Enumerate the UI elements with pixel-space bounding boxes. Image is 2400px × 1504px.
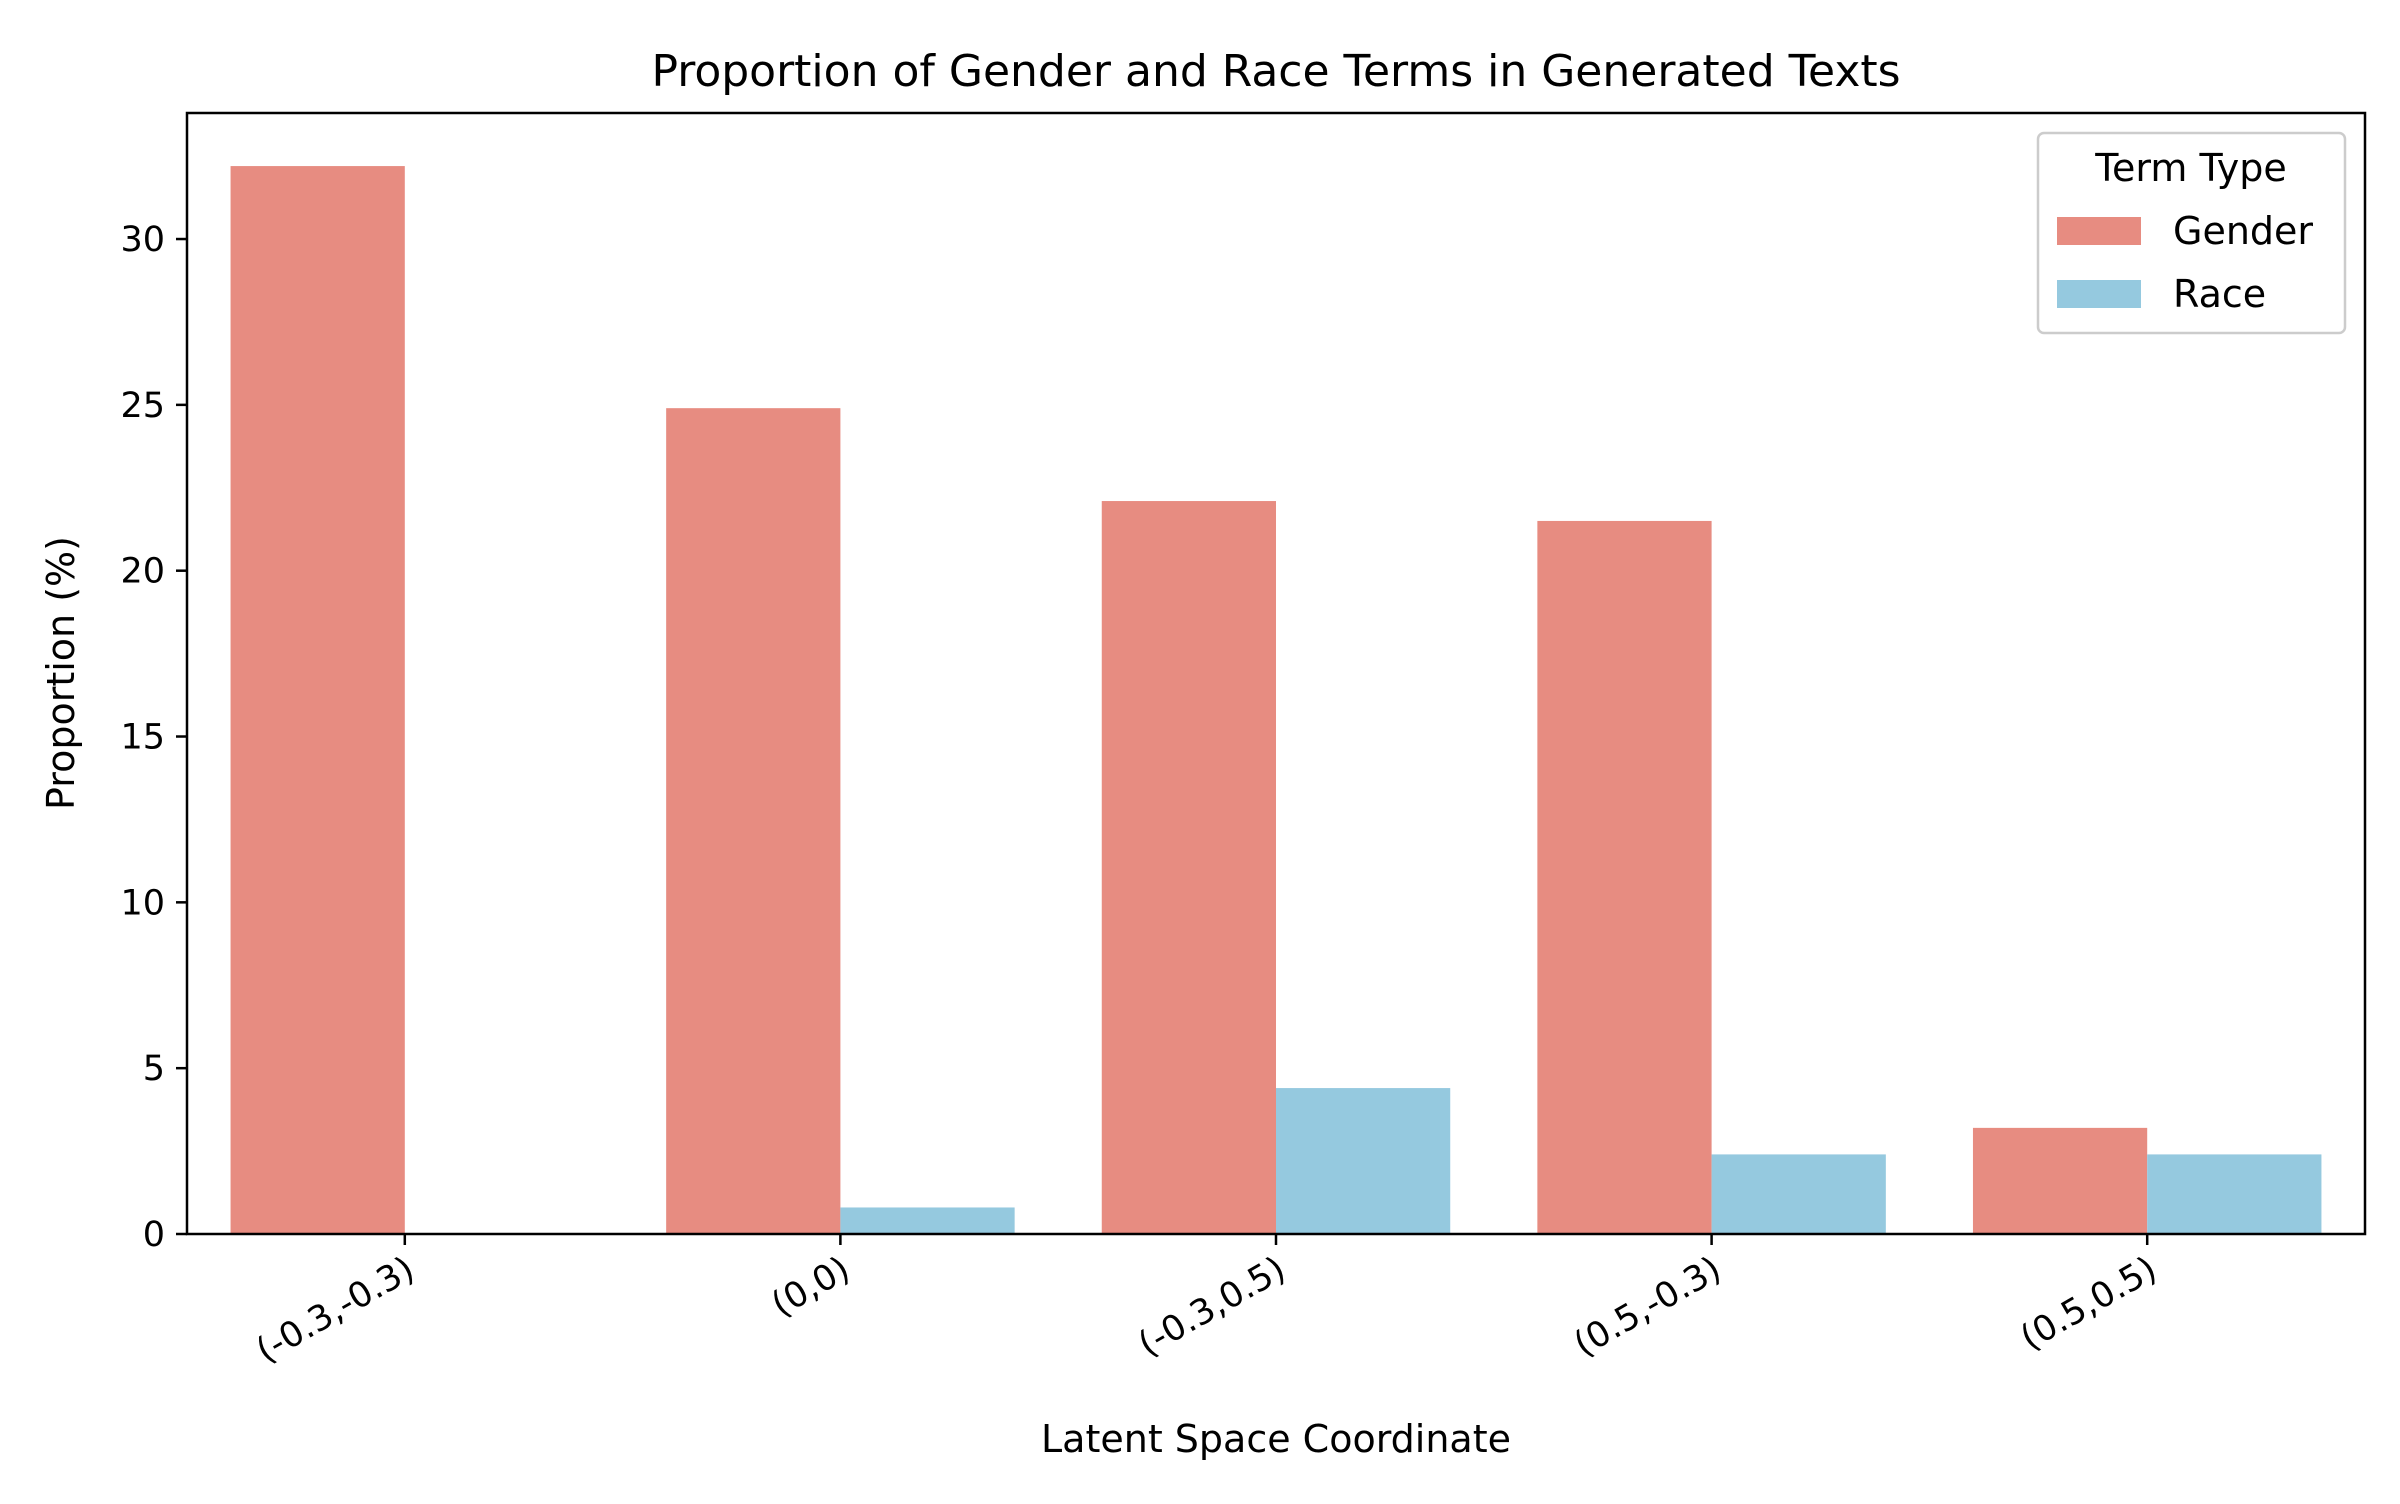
y-tick-label-3: 15 xyxy=(120,718,165,758)
y-axis-label: Proportion (%) xyxy=(39,536,83,810)
x-tick-label-0: (-0.3,-0.3) xyxy=(250,1249,422,1371)
bar-gender-3 xyxy=(1537,520,1712,1234)
legend: Term Type Gender Race xyxy=(2036,131,2347,335)
y-tick-label-2: 10 xyxy=(120,883,165,923)
x-tick-label-3: (0.5,-0.3) xyxy=(1567,1249,1728,1365)
bar-gender-4 xyxy=(1972,1127,2148,1234)
x-axis: (-0.3,-0.3) (0,0) (-0.3,0.5) (0.5,-0.3) (0.5… xyxy=(250,1234,2164,1371)
y-tick-label-6: 30 xyxy=(120,220,165,260)
chart-title: Proportion of Gender and Race Terms in G… xyxy=(651,46,1900,97)
bar-race-1 xyxy=(840,1207,1015,1234)
x-tick-label-2: (-0.3,0.5) xyxy=(1132,1249,1293,1365)
legend-title: Term Type xyxy=(2094,146,2286,190)
y-tick-label-1: 5 xyxy=(143,1049,165,1089)
bar-gender-1 xyxy=(666,408,841,1234)
y-axis: 0 5 10 15 20 25 30 xyxy=(120,220,187,1255)
bar-gender-0 xyxy=(230,166,405,1234)
legend-swatch-gender xyxy=(2057,217,2141,245)
bars xyxy=(230,166,2322,1234)
legend-label-race: Race xyxy=(2173,272,2266,316)
legend-swatch-race xyxy=(2057,280,2141,308)
bar-race-3 xyxy=(1711,1154,1886,1234)
x-tick-label-1: (0,0) xyxy=(765,1249,857,1325)
bar-race-2 xyxy=(1276,1088,1451,1234)
x-tick-label-4: (0.5,0.5) xyxy=(2014,1249,2164,1359)
bar-gender-2 xyxy=(1101,501,1276,1234)
bar-race-4 xyxy=(2147,1154,2322,1234)
y-tick-label-5: 25 xyxy=(120,386,165,426)
x-axis-label: Latent Space Coordinate xyxy=(1041,1417,1511,1461)
y-tick-label-0: 0 xyxy=(143,1215,165,1255)
y-tick-label-4: 20 xyxy=(120,552,165,592)
legend-label-gender: Gender xyxy=(2173,209,2313,253)
